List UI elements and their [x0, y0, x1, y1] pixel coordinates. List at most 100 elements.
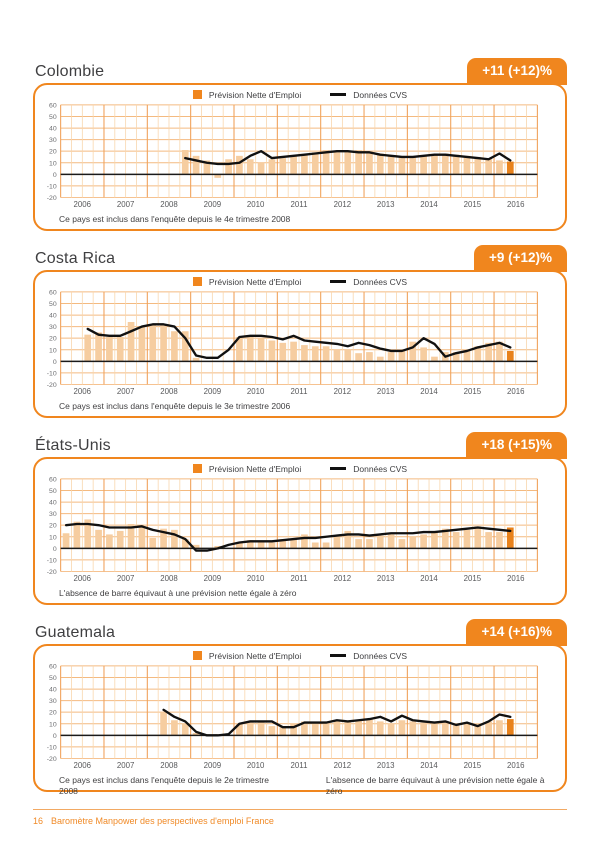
svg-text:60: 60: [49, 289, 57, 296]
svg-text:2007: 2007: [117, 761, 135, 770]
svg-text:30: 30: [49, 511, 57, 518]
chart-title: Costa Rica: [35, 250, 116, 267]
line-legend-label: Données CVS: [353, 89, 408, 100]
svg-text:2014: 2014: [420, 387, 438, 396]
svg-text:10: 10: [49, 721, 57, 728]
chart-box: Prévision Nette d'Emploi Données CVS 60 5…: [33, 457, 567, 605]
svg-text:2016: 2016: [507, 387, 525, 396]
svg-text:2006: 2006: [74, 200, 92, 209]
bar-legend-label: Prévision Nette d'Emploi: [208, 276, 302, 287]
svg-text:30: 30: [49, 698, 57, 705]
chart-box: Prévision Nette d'Emploi Données CVS 60 5…: [33, 83, 567, 231]
footer-title: Baromètre Manpower des perspectives d'em…: [51, 816, 274, 826]
svg-text:30: 30: [49, 137, 57, 144]
svg-text:2015: 2015: [464, 387, 482, 396]
chart-box: Prévision Nette d'Emploi Données CVS 60 5…: [33, 644, 567, 796]
outlook-badge: +18 (+15)%: [466, 432, 567, 459]
svg-text:-10: -10: [47, 744, 57, 751]
chart-note: Ce pays est inclus dans l'enquête depuis…: [59, 401, 291, 411]
svg-text:40: 40: [49, 126, 57, 133]
svg-text:2009: 2009: [204, 387, 222, 396]
svg-text:40: 40: [49, 687, 57, 694]
chart-notes: Ce pays est inclus dans l'enquête depuis…: [37, 401, 563, 412]
svg-text:2008: 2008: [160, 387, 178, 396]
svg-text:2009: 2009: [204, 200, 222, 209]
svg-text:60: 60: [49, 102, 57, 109]
line-swatch-icon: [330, 467, 347, 470]
svg-text:20: 20: [49, 336, 57, 343]
bar-legend-label: Prévision Nette d'Emploi: [208, 463, 302, 474]
chart-legend: Prévision Nette d'Emploi Données CVS: [37, 649, 563, 662]
svg-text:2008: 2008: [160, 574, 178, 583]
chart-head: Guatemala +14 (+16)%: [33, 616, 567, 646]
svg-text:10: 10: [49, 160, 57, 167]
svg-text:2016: 2016: [507, 200, 525, 209]
svg-text:2010: 2010: [247, 200, 265, 209]
svg-text:2016: 2016: [507, 761, 525, 770]
chart-box: Prévision Nette d'Emploi Données CVS 60 5…: [33, 270, 567, 418]
svg-text:2010: 2010: [247, 761, 265, 770]
chart-head: États-Unis +18 (+15)%: [33, 429, 567, 459]
chart-notes: Ce pays est inclus dans l'enquête depuis…: [37, 775, 563, 797]
svg-text:-10: -10: [47, 557, 57, 564]
svg-text:20: 20: [49, 710, 57, 717]
svg-text:2015: 2015: [464, 200, 482, 209]
svg-text:2013: 2013: [377, 574, 395, 583]
svg-text:2010: 2010: [247, 387, 265, 396]
svg-text:60: 60: [49, 476, 57, 483]
svg-text:2007: 2007: [117, 200, 135, 209]
svg-text:2008: 2008: [160, 761, 178, 770]
chart-notes: L'absence de barre équivaut à une prévis…: [37, 588, 563, 599]
bar-swatch-icon: [192, 277, 202, 286]
svg-text:2014: 2014: [420, 200, 438, 209]
bar-swatch-icon: [192, 651, 202, 660]
svg-text:2009: 2009: [204, 574, 222, 583]
svg-text:2008: 2008: [160, 200, 178, 209]
svg-text:2011: 2011: [291, 574, 308, 583]
chart-title: Colombie: [35, 63, 105, 80]
svg-text:2013: 2013: [377, 200, 395, 209]
svg-text:40: 40: [49, 500, 57, 507]
line-legend-label: Données CVS: [353, 463, 408, 474]
outlook-badge: +14 (+16)%: [466, 619, 567, 646]
svg-text:2012: 2012: [334, 387, 352, 396]
chart-block-colombie: Colombie +11 (+12)% Prévision Nette d'Em…: [33, 55, 567, 231]
chart-legend: Prévision Nette d'Emploi Données CVS: [37, 462, 563, 475]
svg-text:2012: 2012: [334, 574, 352, 583]
chart-block-etats-unis: États-Unis +18 (+15)% Prévision Nette d'…: [33, 429, 567, 605]
svg-text:50: 50: [49, 301, 57, 308]
svg-text:60: 60: [49, 663, 57, 670]
bar-legend-label: Prévision Nette d'Emploi: [208, 650, 302, 661]
svg-text:2012: 2012: [334, 761, 352, 770]
svg-text:2015: 2015: [464, 761, 482, 770]
svg-text:2016: 2016: [507, 574, 525, 583]
chart-notes: Ce pays est inclus dans l'enquête depuis…: [37, 214, 563, 225]
page-footer: 16 Baromètre Manpower des perspectives d'…: [33, 809, 567, 826]
chart-legend: Prévision Nette d'Emploi Données CVS: [37, 88, 563, 101]
bar-legend-label: Prévision Nette d'Emploi: [208, 89, 302, 100]
bar-swatch-icon: [192, 90, 202, 99]
svg-text:-20: -20: [47, 195, 57, 202]
svg-text:2006: 2006: [74, 761, 92, 770]
svg-text:30: 30: [49, 324, 57, 331]
svg-text:2013: 2013: [377, 387, 395, 396]
svg-text:20: 20: [49, 523, 57, 530]
line-swatch-icon: [330, 93, 347, 96]
svg-text:20: 20: [49, 149, 57, 156]
page-number: 16: [33, 816, 44, 826]
chart-head: Colombie +11 (+12)%: [33, 55, 567, 85]
line-swatch-icon: [330, 280, 347, 283]
svg-text:2007: 2007: [117, 387, 135, 396]
outlook-badge: +9 (+12)%: [473, 245, 567, 272]
chart-head: Costa Rica +9 (+12)%: [33, 242, 567, 272]
chart-block-costa-rica: Costa Rica +9 (+12)% Prévision Nette d'E…: [33, 242, 567, 418]
chart-title: Guatemala: [35, 624, 116, 641]
svg-text:2012: 2012: [334, 200, 352, 209]
svg-text:10: 10: [49, 347, 57, 354]
svg-text:2007: 2007: [117, 574, 135, 583]
svg-text:-20: -20: [47, 756, 57, 763]
